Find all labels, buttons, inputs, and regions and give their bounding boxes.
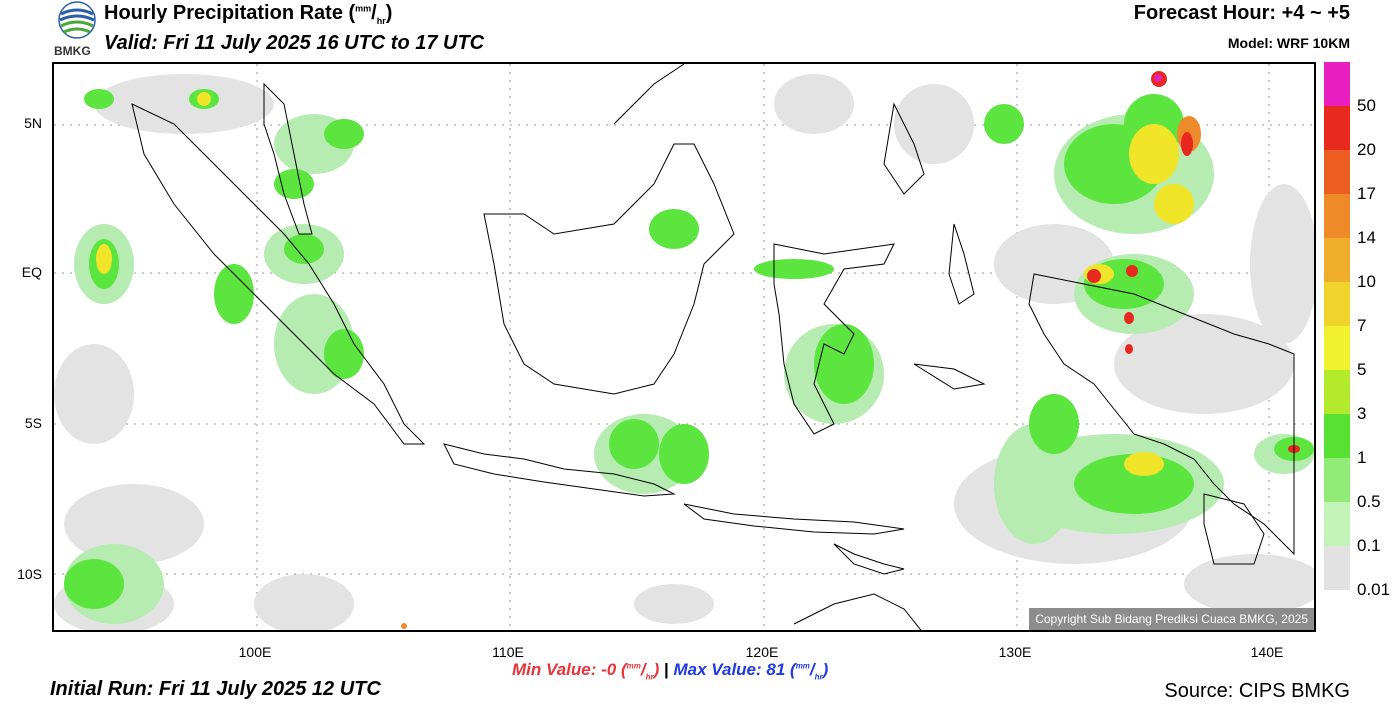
legend-label: 50 xyxy=(1357,96,1376,115)
min-max-separator: | xyxy=(663,660,669,679)
lon-label-130e: 130E xyxy=(998,644,1032,660)
legend-label: 14 xyxy=(1357,228,1376,247)
legend-swatch xyxy=(1324,326,1350,370)
map-canvas xyxy=(54,64,1314,630)
initial-run: Initial Run: Fri 11 July 2025 12 UTC xyxy=(50,678,381,700)
legend-label: 3 xyxy=(1357,404,1367,423)
legend-swatch xyxy=(1324,150,1350,194)
valid-time: Valid: Fri 11 July 2025 16 UTC to 17 UTC xyxy=(104,32,485,54)
legend-swatch xyxy=(1324,106,1350,150)
legend-swatch xyxy=(1324,458,1350,502)
map-gridlines xyxy=(54,64,1314,630)
lat-label-eq: EQ xyxy=(21,264,42,280)
legend-swatch xyxy=(1324,546,1350,590)
chart-title: Hourly Precipitation Rate (mm/hr) xyxy=(104,2,393,26)
lat-label-10s: 10S xyxy=(17,566,42,582)
legend-label: 10 xyxy=(1357,272,1376,291)
bmkg-logo: BMKG xyxy=(52,0,102,60)
legend-label: 0.1 xyxy=(1357,536,1381,555)
legend-swatch xyxy=(1324,502,1350,546)
logo-text: BMKG xyxy=(54,44,91,58)
precip-heavy-areas xyxy=(96,92,1194,476)
lat-label-5n: 5N xyxy=(24,115,42,131)
model-label: Model: WRF 10KM xyxy=(1227,35,1350,51)
legend-label: 7 xyxy=(1357,316,1367,335)
copyright-notice: Copyright Sub Bidang Prediksi Cuaca BMKG… xyxy=(1029,608,1314,630)
forecast-hour: Forecast Hour: +4 ~ +5 xyxy=(1133,2,1350,24)
legend-colorbar xyxy=(1324,62,1350,590)
legend-swatch xyxy=(1324,414,1350,458)
lon-label-100e: 100E xyxy=(238,644,272,660)
lon-label-110e: 110E xyxy=(492,644,524,660)
precipitation-map: Copyright Sub Bidang Prediksi Cuaca BMKG… xyxy=(52,62,1316,632)
lon-label-120e: 120E xyxy=(745,644,779,660)
legend-swatch xyxy=(1324,62,1350,106)
min-max-values: Min Value: -0 (mm/hr) | Max Value: 81 (m… xyxy=(512,660,828,681)
legend-swatch xyxy=(1324,194,1350,238)
lon-label-140e: 140E xyxy=(1250,644,1284,660)
legend-swatch xyxy=(1324,370,1350,414)
coastlines xyxy=(131,64,1295,630)
legend-label: 5 xyxy=(1357,360,1367,379)
min-value: Min Value: -0 (mm/hr) xyxy=(512,660,660,682)
legend-swatch xyxy=(1324,238,1350,282)
precip-intense-areas xyxy=(401,71,1300,629)
max-value: Max Value: 81 (mm/hr) xyxy=(673,660,829,682)
legend-swatch xyxy=(1324,282,1350,326)
source-label: Source: CIPS BMKG xyxy=(1164,680,1350,702)
lat-label-5s: 5S xyxy=(24,415,42,431)
legend-label: 20 xyxy=(1357,140,1376,159)
legend-label: 17 xyxy=(1357,184,1376,203)
legend-label: 0.01 xyxy=(1357,580,1391,599)
legend-label: 0.5 xyxy=(1357,492,1381,511)
legend-label: 1 xyxy=(1357,448,1367,467)
